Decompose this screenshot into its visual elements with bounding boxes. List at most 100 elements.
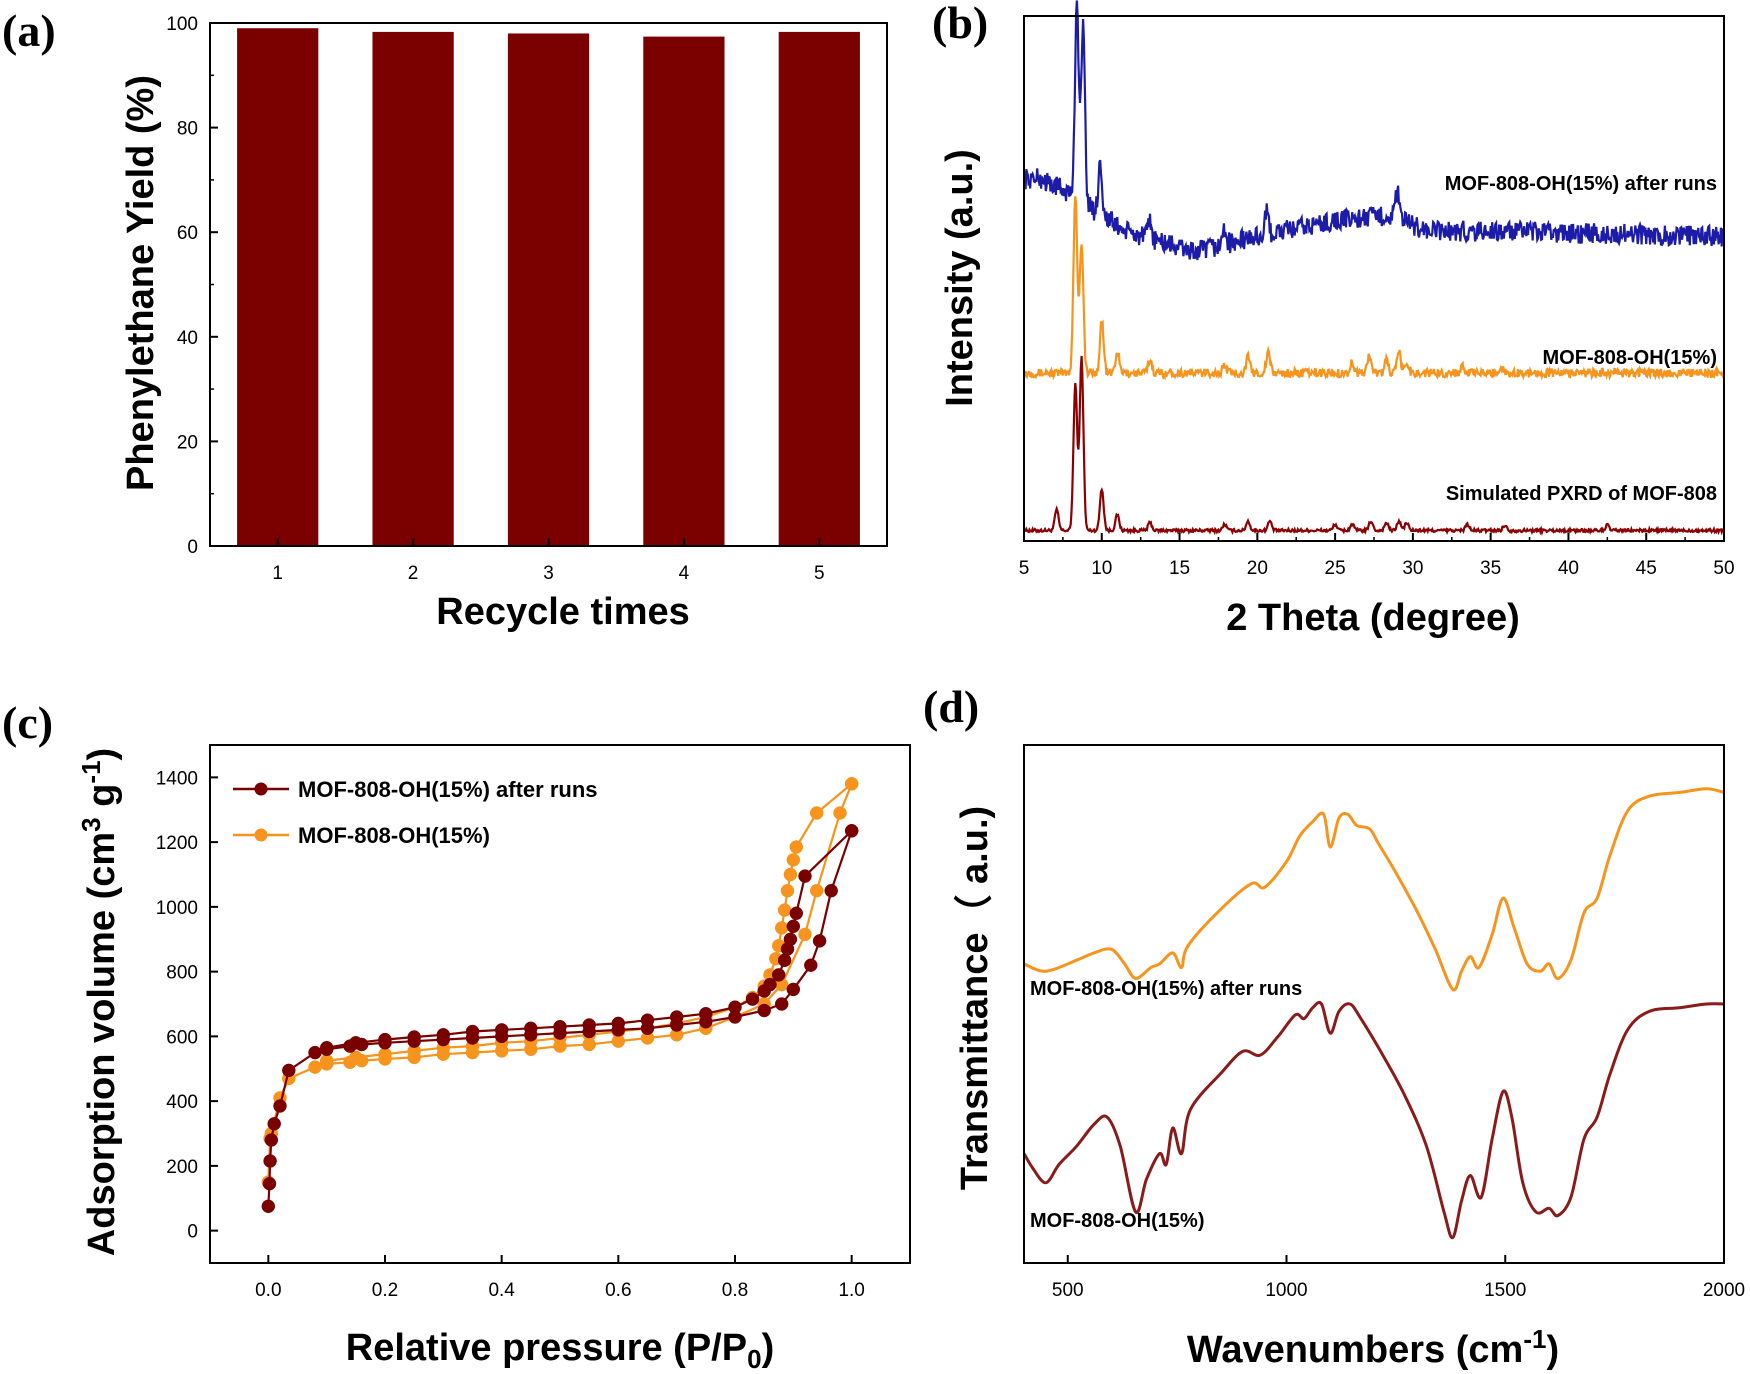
panel-d-xlabel: Wavenumbers (cm-1) <box>1187 1324 1559 1371</box>
y-tick-label: 20 <box>177 432 198 453</box>
panel-d: (d) 500 1000 1500 2000 MOF-808-OH(15%) afte… <box>923 681 1745 1371</box>
y-tick-label: 40 <box>177 328 198 349</box>
x-tick-label: 35 <box>1480 558 1501 579</box>
isotherm-point <box>777 953 792 968</box>
panel-d-ylabel: Transmittance（ a.u.) <box>954 806 996 1190</box>
isotherm-point <box>745 992 760 1006</box>
isotherm-point <box>833 806 847 820</box>
panel-a-ylabel: Phenylethane Yield (%) <box>120 75 162 491</box>
x-tick-label: 10 <box>1091 558 1112 579</box>
panel-b-frame <box>1023 15 1725 542</box>
panel-c-frame <box>209 744 911 1264</box>
isotherm-adsorption-line-0 <box>267 830 853 1207</box>
panel-b-axes: 5 10 15 20 25 30 35 40 45 50 <box>1019 533 1735 579</box>
xrd-line-0 <box>1023 355 1725 537</box>
y-tick-label: 600 <box>166 1027 198 1048</box>
x-tick-label: 45 <box>1636 558 1657 579</box>
panel-b-ylabel: Intensity (a.u.) <box>939 149 981 407</box>
isotherm-point <box>789 906 804 921</box>
isotherm-point <box>319 1053 334 1068</box>
bar-recycle-5 <box>778 31 860 547</box>
isotherm-point <box>640 1013 655 1027</box>
legend-label-mof: MOF-808-OH(15%) <box>298 823 490 848</box>
x-tick-label: 1000 <box>1265 1280 1307 1301</box>
y-tick-label: 1000 <box>156 898 198 919</box>
y-tick-label: 60 <box>177 223 198 244</box>
x-tick-label: 1500 <box>1484 1280 1526 1301</box>
isotherm-point <box>611 1016 626 1031</box>
y-tick-label: 0 <box>187 537 198 558</box>
isotherm-point <box>378 1047 392 1061</box>
x-tick-label: 1.0 <box>838 1280 864 1301</box>
y-tick-label: 1200 <box>156 833 198 854</box>
legend-marker-mof <box>254 828 268 842</box>
xrd-line-2 <box>1022 0 1726 261</box>
x-tick-label: 15 <box>1169 558 1190 579</box>
isotherm-point <box>780 883 795 898</box>
y-tick-label: 1400 <box>156 768 198 789</box>
panel-d-series-label-after-runs: MOF-808-OH(15%) after runs <box>1030 978 1302 1000</box>
panel-b: (b) 5 10 15 20 25 30 35 40 45 50 MOF-808-OH(15%) … <box>932 0 1735 639</box>
isotherm-point <box>824 883 838 898</box>
y-tick-label: 80 <box>177 119 198 140</box>
isotherm-point <box>786 919 801 934</box>
isotherm-point <box>436 1028 451 1042</box>
isotherm-point <box>319 1040 334 1055</box>
x-tick-label: 0.6 <box>605 1280 631 1301</box>
isotherm-point <box>757 1003 771 1018</box>
panel-b-series-label-simulated: Simulated PXRD of MOF-808 <box>1446 483 1717 505</box>
x-tick-label: 20 <box>1247 558 1268 579</box>
panel-d-lines <box>1022 787 1725 1240</box>
panel-d-frame <box>1023 744 1725 1264</box>
isotherm-adsorption-line-1 <box>267 783 853 1183</box>
isotherm-point <box>786 982 801 997</box>
panel-a-axes: 1 2 3 4 5 0 20 40 60 80 100 <box>166 14 824 584</box>
x-tick-label: 4 <box>679 563 690 584</box>
isotherm-point <box>494 1023 509 1037</box>
isotherm-point <box>789 840 804 854</box>
isotherm-point <box>812 934 827 948</box>
x-tick-label: 50 <box>1713 558 1734 579</box>
y-tick-label: 100 <box>166 14 198 35</box>
isotherm-point <box>786 853 801 867</box>
x-tick-label: 0.2 <box>372 1280 398 1301</box>
panel-c-legend: MOF-808-OH(15%) after runs MOF-808-OH(15… <box>233 777 598 848</box>
x-tick-label: 5 <box>814 563 825 584</box>
isotherm-point <box>263 1154 277 1168</box>
x-tick-label: 5 <box>1019 558 1030 579</box>
panel-b-series-label-after-runs: MOF-808-OH(15%) after runs <box>1445 173 1717 195</box>
panel-a-bars <box>237 28 860 547</box>
panel-c-xlabel: Relative pressure (P/P0) <box>346 1327 774 1374</box>
legend-marker-after-runs <box>254 782 268 796</box>
x-tick-label: 30 <box>1402 558 1423 579</box>
xrd-line-1 <box>1023 196 1726 382</box>
isotherm-point <box>780 942 795 956</box>
ftir-line-0 <box>1023 787 1725 992</box>
panel-c: (c) 0.0 0.2 0.4 0.6 0.8 1.0 0 200 400 600 800 1000 1… <box>2 697 911 1374</box>
isotherm-point <box>798 927 812 942</box>
x-tick-label: 25 <box>1325 558 1346 579</box>
ftir-line-1 <box>1022 1000 1725 1240</box>
isotherm-point <box>308 1060 322 1074</box>
isotherm-point <box>262 1176 277 1191</box>
x-tick-label: 1 <box>272 563 283 584</box>
isotherm-point <box>349 1050 363 1065</box>
panel-c-ylabel: Adsorption volume (cm3 g-1) <box>76 748 123 1256</box>
isotherm-point <box>378 1032 392 1047</box>
isotherm-point <box>553 1019 567 1034</box>
isotherm-point <box>774 997 789 1011</box>
isotherm-point <box>264 1133 279 1147</box>
isotherm-point <box>809 883 824 898</box>
isotherm-point <box>349 1036 363 1050</box>
y-tick-label: 400 <box>166 1092 198 1113</box>
y-tick-label: 200 <box>166 1157 198 1178</box>
isotherm-point <box>798 869 812 883</box>
panel-b-xlabel: 2 Theta (degree) <box>1226 597 1520 639</box>
isotherm-desorption-line-1 <box>326 782 853 1062</box>
x-tick-label: 2000 <box>1703 1280 1745 1301</box>
isotherm-point <box>308 1045 322 1060</box>
isotherm-point <box>524 1021 538 1036</box>
bar-recycle-1 <box>237 28 319 547</box>
bar-recycle-2 <box>372 31 454 547</box>
